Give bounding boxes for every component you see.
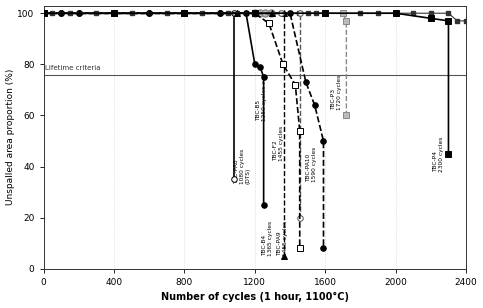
Text: TBC-F2
1455 cycles: TBC-F2 1455 cycles <box>273 126 284 161</box>
Text: TBC-B4
1365 cycles: TBC-B4 1365 cycles <box>262 221 273 256</box>
Text: TBC-B5
1250 cycles >...: TBC-B5 1250 cycles >... <box>256 73 267 120</box>
Text: TBC-PA8
1080 cycles
(DTS): TBC-PA8 1080 cycles (DTS) <box>234 149 251 184</box>
Text: TBC-PA9
1455 cycles: TBC-PA9 1455 cycles <box>277 221 288 256</box>
Y-axis label: Unspalled area proportion (%): Unspalled area proportion (%) <box>6 69 14 205</box>
Text: TBC-PA10
1590 cycles: TBC-PA10 1590 cycles <box>306 147 317 182</box>
X-axis label: Number of cycles (1 hour, 1100°C): Number of cycles (1 hour, 1100°C) <box>161 292 349 302</box>
Text: TBC-P4
2300 cycles: TBC-P4 2300 cycles <box>433 136 444 172</box>
Text: Lifetime criteria: Lifetime criteria <box>45 65 100 71</box>
Text: TBC-P3
1720 cycles: TBC-P3 1720 cycles <box>331 75 341 110</box>
